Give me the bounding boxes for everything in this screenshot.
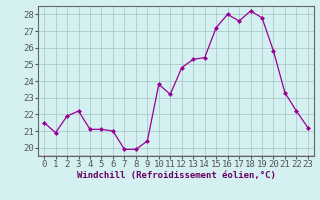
X-axis label: Windchill (Refroidissement éolien,°C): Windchill (Refroidissement éolien,°C) [76,171,276,180]
